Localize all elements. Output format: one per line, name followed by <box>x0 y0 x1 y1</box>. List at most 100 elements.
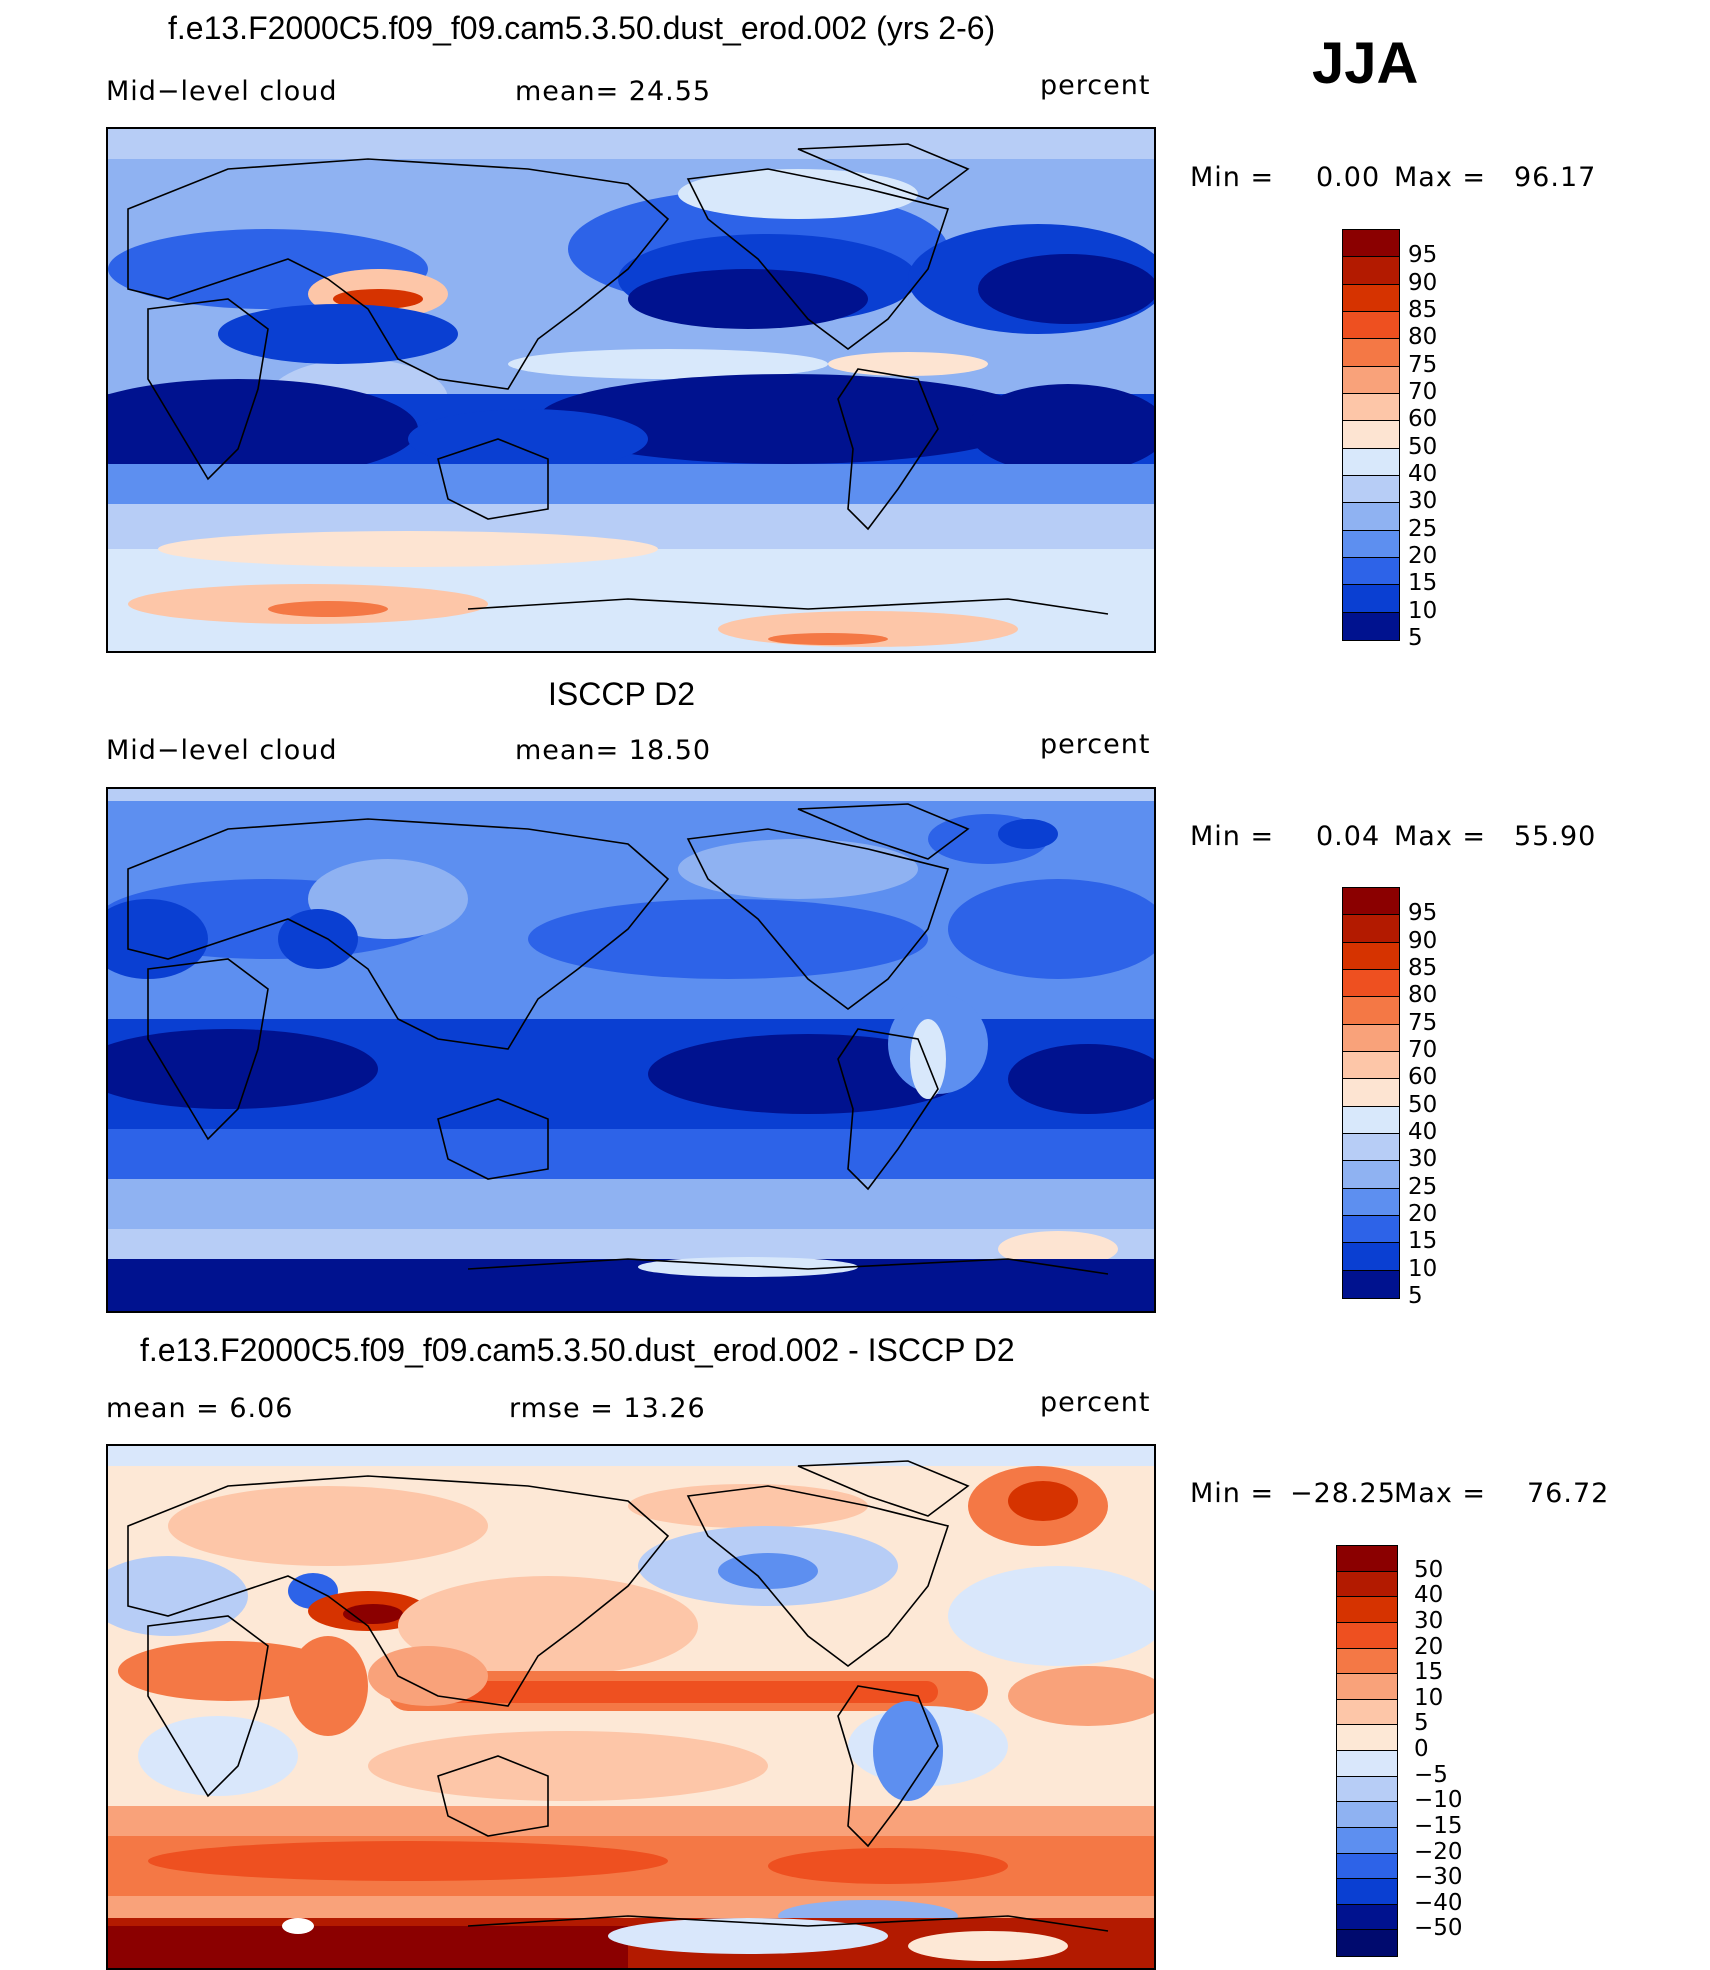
season-label: JJA <box>1312 31 1419 96</box>
panel-obs-max-label: Max = <box>1394 821 1487 852</box>
colorbar-tick-label: 0 <box>1414 1736 1429 1762</box>
colorbar-tick-label: 95 <box>1408 900 1438 927</box>
colorbar-box <box>1343 1270 1399 1298</box>
panel-diff-colorbar <box>1336 1545 1398 1957</box>
panel-diff-map-svg <box>108 1446 1154 1968</box>
colorbar-box <box>1343 448 1399 476</box>
panel-diff-units: percent <box>1040 1387 1151 1418</box>
colorbar-tick-label: 90 <box>1408 269 1438 296</box>
panel-model-mean: mean= 24.55 <box>515 76 712 107</box>
colorbar-box <box>1343 1215 1399 1244</box>
colorbar-tick-label: 30 <box>1408 1146 1438 1173</box>
colorbar-tick-label: 50 <box>1408 1091 1438 1118</box>
colorbar-box <box>1337 1853 1397 1880</box>
colorbar-tick-label: 80 <box>1408 324 1438 351</box>
colorbar-tick-label: 70 <box>1408 379 1438 405</box>
panel-diff-min-value: −28.25 <box>1290 1478 1396 1509</box>
colorbar-box <box>1337 1571 1397 1598</box>
colorbar-box <box>1337 1648 1397 1675</box>
colorbar-box <box>1343 311 1399 340</box>
panel-model-min-value: 0.00 <box>1316 162 1381 193</box>
colorbar-tick-label: 25 <box>1408 515 1438 542</box>
colorbar-box <box>1343 339 1399 367</box>
colorbar-box <box>1343 942 1399 970</box>
colorbar-box <box>1343 1051 1399 1080</box>
colorbar-box <box>1343 366 1399 394</box>
panel-obs-units: percent <box>1040 729 1151 760</box>
colorbar-box <box>1343 1106 1399 1134</box>
panel-diff-max-label: Max = <box>1394 1478 1487 1509</box>
colorbar-tick-label: 25 <box>1408 1173 1438 1200</box>
colorbar-tick-label: 20 <box>1414 1633 1444 1660</box>
colorbar-tick-label: 80 <box>1408 982 1438 1009</box>
colorbar-box <box>1337 1725 1397 1751</box>
colorbar-box <box>1343 257 1399 285</box>
colorbar-box <box>1337 1879 1397 1905</box>
colorbar-box <box>1343 230 1399 258</box>
colorbar-tick-label: 75 <box>1408 1009 1438 1036</box>
panel-diff-map <box>106 1444 1156 1970</box>
colorbar-box <box>1343 969 1399 998</box>
panel-model-max-value: 96.17 <box>1514 162 1597 193</box>
panel-obs-min-value: 0.04 <box>1316 821 1381 852</box>
colorbar-tick-label: 15 <box>1414 1659 1444 1686</box>
colorbar-box <box>1337 1904 1397 1931</box>
colorbar-tick-label: 5 <box>1408 625 1423 651</box>
colorbar-tick-label: 15 <box>1408 570 1438 597</box>
colorbar-tick-label: 75 <box>1408 351 1438 378</box>
panel-obs-map <box>106 787 1156 1313</box>
colorbar-box <box>1343 421 1399 449</box>
colorbar-box <box>1343 1188 1399 1216</box>
panel-diff-rmse: rmse = 13.26 <box>509 1393 706 1424</box>
colorbar-tick-label: −50 <box>1414 1915 1463 1942</box>
colorbar-box <box>1343 888 1399 916</box>
colorbar-box <box>1337 1546 1397 1572</box>
panel-model-min-label: Min = <box>1190 162 1275 193</box>
colorbar-box <box>1343 1079 1399 1107</box>
panel-obs-max-value: 55.90 <box>1514 821 1597 852</box>
colorbar-box <box>1337 1622 1397 1649</box>
colorbar-tick-label: 15 <box>1408 1228 1438 1255</box>
colorbar-tick-label: 10 <box>1408 1255 1438 1282</box>
colorbar-box <box>1337 1751 1397 1777</box>
colorbar-box <box>1343 530 1399 558</box>
colorbar-tick-label: 40 <box>1408 461 1438 487</box>
colorbar-tick-label: −40 <box>1414 1889 1463 1916</box>
panel-obs-mean: mean= 18.50 <box>515 735 712 766</box>
colorbar-tick-label: −30 <box>1414 1864 1463 1891</box>
panel-model-title: f.e13.F2000C5.f09_f09.cam5.3.50.dust_ero… <box>168 10 996 46</box>
colorbar-box <box>1343 475 1399 504</box>
panel-model-colorbar <box>1342 229 1400 641</box>
colorbar-tick-label: 40 <box>1414 1582 1444 1609</box>
colorbar-tick-label: 10 <box>1414 1684 1444 1711</box>
colorbar-tick-label: −10 <box>1414 1787 1463 1814</box>
colorbar-tick-label: −20 <box>1414 1838 1463 1865</box>
colorbar-tick-label: 30 <box>1414 1607 1444 1634</box>
colorbar-tick-label: 85 <box>1408 297 1438 323</box>
colorbar-tick-label: 5 <box>1414 1710 1429 1737</box>
colorbar-box <box>1337 1930 1397 1956</box>
colorbar-box <box>1343 557 1399 586</box>
panel-diff-mean: mean = 6.06 <box>106 1393 294 1424</box>
panel-model-max-label: Max = <box>1394 162 1487 193</box>
colorbar-tick-label: 20 <box>1408 1201 1438 1227</box>
panel-model-map <box>106 127 1156 653</box>
panel-diff-title: f.e13.F2000C5.f09_f09.cam5.3.50.dust_ero… <box>140 1332 1015 1368</box>
colorbar-box <box>1337 1827 1397 1854</box>
colorbar-box <box>1337 1802 1397 1828</box>
colorbar-tick-label: 50 <box>1414 1556 1444 1583</box>
panel-obs-title: ISCCP D2 <box>548 676 696 712</box>
colorbar-box <box>1343 1133 1399 1162</box>
colorbar-tick-label: −5 <box>1414 1761 1448 1788</box>
colorbar-box <box>1343 393 1399 422</box>
colorbar-box <box>1343 612 1399 640</box>
colorbar-box <box>1337 1776 1397 1803</box>
colorbar-tick-label: 30 <box>1408 488 1438 515</box>
colorbar-box <box>1337 1597 1397 1623</box>
colorbar-tick-label: 70 <box>1408 1037 1438 1063</box>
panel-model-variable: Mid−level cloud <box>106 76 338 107</box>
colorbar-tick-label: 50 <box>1408 433 1438 460</box>
colorbar-box <box>1337 1674 1397 1700</box>
colorbar-box <box>1343 585 1399 613</box>
panel-diff-max-value: 76.72 <box>1527 1478 1610 1509</box>
